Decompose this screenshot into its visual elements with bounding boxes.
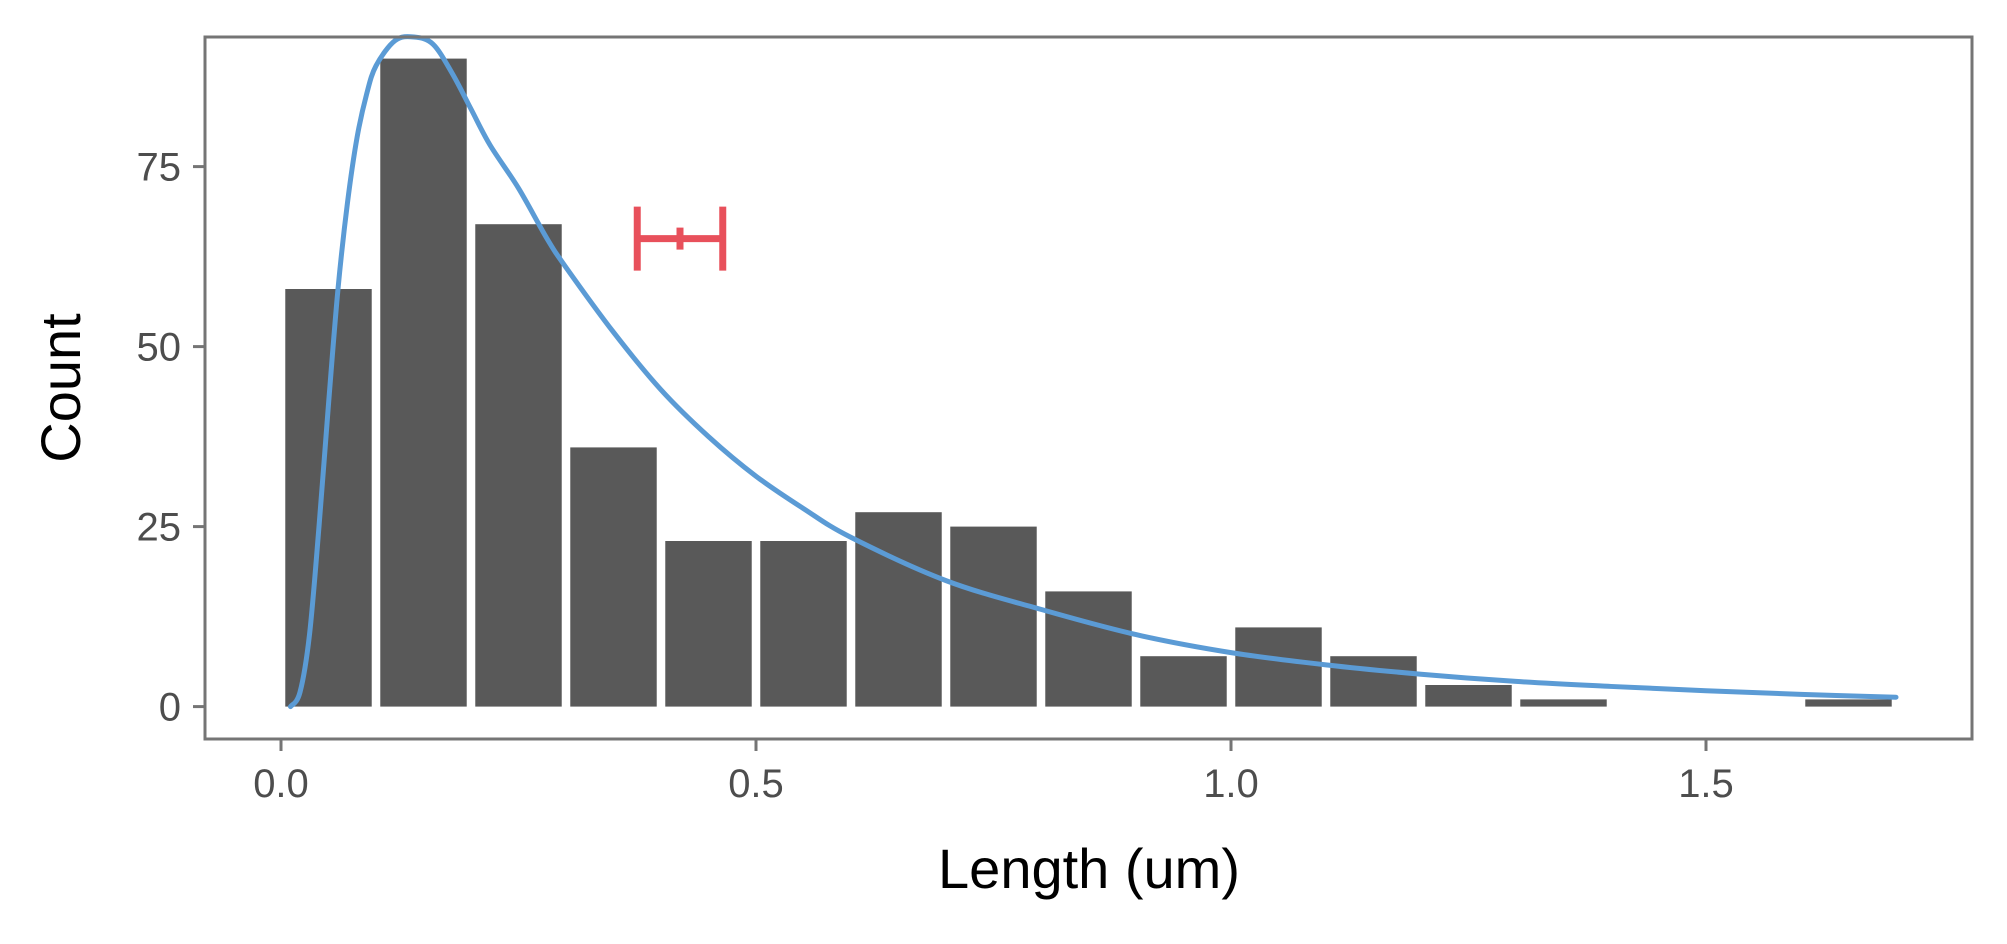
histogram-bar (1045, 591, 1132, 707)
x-tick-label: 0.5 (728, 762, 784, 806)
fit-curve-layer (288, 34, 1899, 710)
y-tick-label: 75 (137, 146, 182, 190)
histogram-bar (570, 447, 657, 707)
histogram-bar (1330, 656, 1417, 707)
error-bar-layer (633, 206, 727, 271)
y-axis-title: Count (29, 313, 92, 463)
histogram-bar (1425, 685, 1512, 707)
histogram-bar (1140, 656, 1227, 707)
y-tick-label: 50 (137, 326, 182, 370)
y-tick-label: 25 (137, 506, 182, 550)
y-axis: 0 25 50 75 (137, 146, 205, 730)
x-axis-title: Length (um) (938, 837, 1240, 900)
plot-panel-border (203, 35, 1974, 741)
histogram-bar (855, 512, 942, 707)
x-tick-label: 1.5 (1678, 762, 1734, 806)
histogram-bar (950, 526, 1037, 707)
histogram-bar (475, 224, 562, 707)
histogram-bar (1520, 699, 1607, 707)
histogram-bar (285, 289, 372, 707)
y-tick-label: 0 (159, 686, 181, 730)
histogram-bar (665, 541, 752, 707)
fit-curve-line (288, 34, 1899, 710)
x-tick-label: 1.0 (1203, 762, 1259, 806)
histogram-bar (380, 58, 467, 707)
bars (285, 58, 1892, 707)
histogram-bar (1805, 699, 1892, 707)
x-tick-label: 0.0 (253, 762, 309, 806)
histogram-bar (1235, 627, 1322, 707)
histogram-bar (760, 541, 847, 707)
x-axis: 0.0 0.5 1.0 1.5 (253, 739, 1734, 806)
